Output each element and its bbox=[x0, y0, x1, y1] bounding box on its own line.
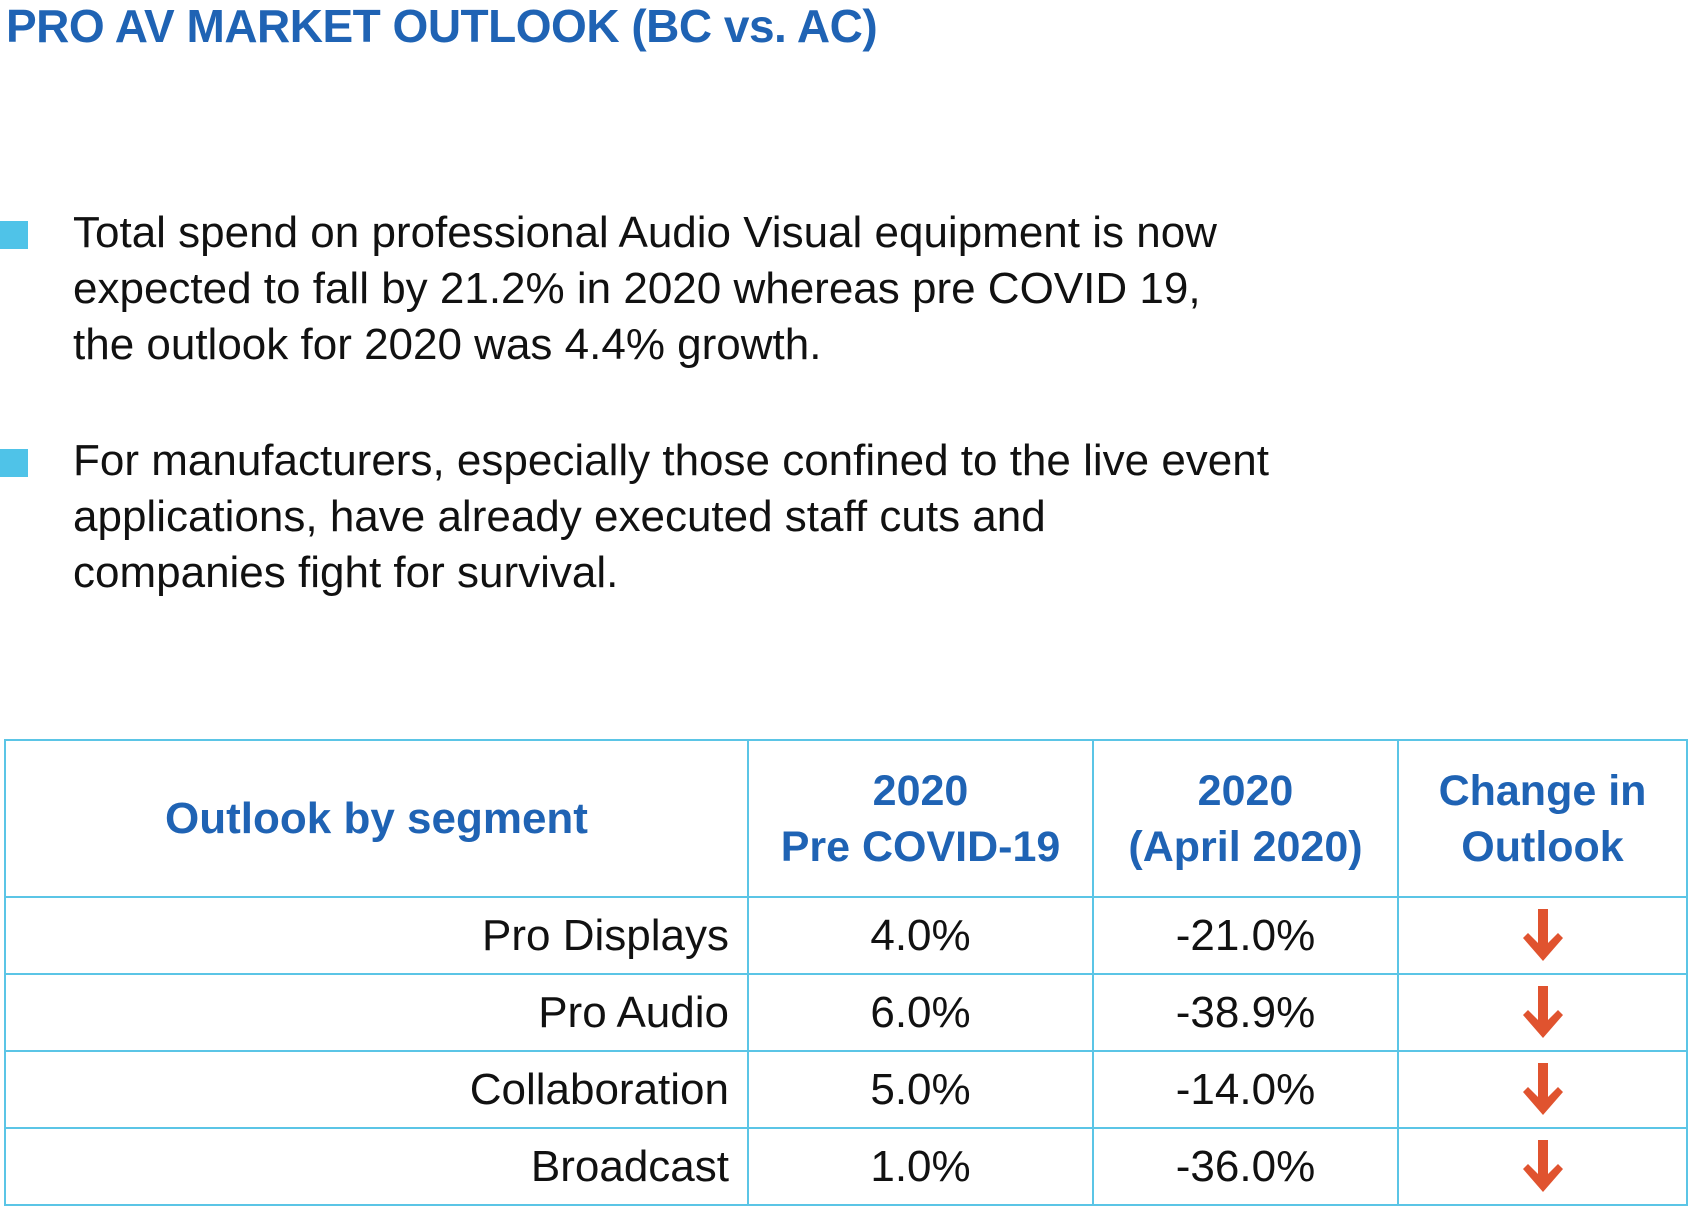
segment-cell: Broadcast bbox=[4, 1127, 749, 1206]
april-cell: -38.9% bbox=[1092, 973, 1399, 1052]
pre-covid-cell: 4.0% bbox=[747, 896, 1094, 975]
page-title: PRO AV MARKET OUTLOOK (BC vs. AC) bbox=[6, 0, 878, 52]
pre-covid-cell: 6.0% bbox=[747, 973, 1094, 1052]
header-change: Change in Outlook bbox=[1397, 739, 1688, 898]
header-pre-covid-label: Pre COVID-19 bbox=[780, 822, 1061, 871]
pre-covid-cell: 1.0% bbox=[747, 1127, 1094, 1206]
april-cell: -36.0% bbox=[1092, 1127, 1399, 1206]
header-april: 2020 (April 2020) bbox=[1092, 739, 1399, 898]
table-row: Broadcast 1.0% -36.0% bbox=[4, 1127, 1688, 1206]
header-april-year: 2020 bbox=[1197, 766, 1294, 815]
bullet-square-icon bbox=[0, 221, 28, 249]
header-change-line2: Outlook bbox=[1461, 822, 1624, 871]
table-row: Pro Displays 4.0% -21.0% bbox=[4, 896, 1688, 975]
bullet-text: Total spend on professional Audio Visual… bbox=[73, 208, 1217, 369]
change-cell bbox=[1397, 1050, 1688, 1129]
header-segment-label: Outlook by segment bbox=[165, 793, 588, 843]
segment-cell: Collaboration bbox=[4, 1050, 749, 1129]
header-pre-covid: 2020 Pre COVID-19 bbox=[747, 739, 1094, 898]
outlook-table: Outlook by segment 2020 Pre COVID-19 202… bbox=[4, 739, 1688, 1206]
april-cell: -14.0% bbox=[1092, 1050, 1399, 1129]
change-cell bbox=[1397, 973, 1688, 1052]
bullet-square-icon bbox=[0, 449, 28, 477]
table-header-row: Outlook by segment 2020 Pre COVID-19 202… bbox=[4, 739, 1688, 898]
table-row: Collaboration 5.0% -14.0% bbox=[4, 1050, 1688, 1129]
april-cell: -21.0% bbox=[1092, 896, 1399, 975]
segment-cell: Pro Audio bbox=[4, 973, 749, 1052]
header-pre-covid-year: 2020 bbox=[872, 766, 969, 815]
arrow-down-icon bbox=[1522, 908, 1563, 961]
table-row: Pro Audio 6.0% -38.9% bbox=[4, 973, 1688, 1052]
segment-cell: Pro Displays bbox=[4, 896, 749, 975]
arrow-down-icon bbox=[1522, 1062, 1563, 1115]
bullet-text: For manufacturers, especially those conf… bbox=[73, 436, 1269, 597]
header-segment: Outlook by segment bbox=[4, 739, 749, 898]
header-april-label: (April 2020) bbox=[1128, 822, 1363, 871]
change-cell bbox=[1397, 1127, 1688, 1206]
change-cell bbox=[1397, 896, 1688, 975]
pre-covid-cell: 5.0% bbox=[747, 1050, 1094, 1129]
arrow-down-icon bbox=[1522, 985, 1563, 1038]
arrow-down-icon bbox=[1522, 1139, 1563, 1192]
header-change-line1: Change in bbox=[1438, 766, 1647, 815]
